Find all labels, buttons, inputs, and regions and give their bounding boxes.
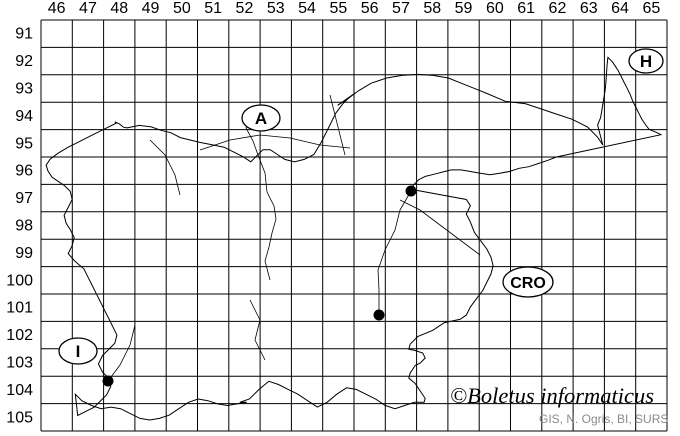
- svg-text:100: 100: [6, 272, 33, 289]
- svg-text:63: 63: [580, 0, 598, 17]
- svg-text:57: 57: [392, 0, 410, 17]
- svg-text:52: 52: [236, 0, 254, 17]
- svg-text:102: 102: [6, 327, 33, 344]
- svg-text:50: 50: [173, 0, 191, 17]
- svg-text:104: 104: [6, 382, 33, 399]
- svg-text:92: 92: [15, 53, 33, 70]
- svg-text:GIS, N. Ogris, BI, SURS: GIS, N. Ogris, BI, SURS: [539, 412, 668, 426]
- svg-text:60: 60: [486, 0, 504, 17]
- svg-text:103: 103: [6, 355, 33, 372]
- svg-text:96: 96: [15, 163, 33, 180]
- svg-text:101: 101: [6, 300, 33, 317]
- svg-text:47: 47: [79, 0, 97, 17]
- svg-text:58: 58: [423, 0, 441, 17]
- svg-text:93: 93: [15, 81, 33, 98]
- svg-text:CRO: CRO: [510, 275, 546, 292]
- svg-text:62: 62: [549, 0, 567, 17]
- svg-text:56: 56: [361, 0, 379, 17]
- svg-text:55: 55: [329, 0, 347, 17]
- svg-text:H: H: [640, 52, 652, 71]
- svg-text:61: 61: [517, 0, 535, 17]
- svg-text:65: 65: [642, 0, 660, 17]
- svg-text:91: 91: [15, 26, 33, 43]
- svg-text:49: 49: [142, 0, 160, 17]
- svg-text:54: 54: [298, 0, 316, 17]
- svg-text:53: 53: [267, 0, 285, 17]
- svg-text:A: A: [255, 109, 267, 128]
- svg-text:105: 105: [6, 409, 33, 426]
- svg-text:99: 99: [15, 245, 33, 262]
- svg-text:I: I: [76, 342, 81, 361]
- svg-text:46: 46: [48, 0, 66, 17]
- svg-text:98: 98: [15, 218, 33, 235]
- svg-text:59: 59: [455, 0, 473, 17]
- svg-text:95: 95: [15, 135, 33, 152]
- svg-text:48: 48: [110, 0, 128, 17]
- svg-text:97: 97: [15, 190, 33, 207]
- svg-text:94: 94: [15, 108, 33, 125]
- svg-text:51: 51: [204, 0, 222, 17]
- svg-text:©Boletus informaticus: ©Boletus informaticus: [450, 383, 654, 408]
- svg-text:64: 64: [611, 0, 629, 17]
